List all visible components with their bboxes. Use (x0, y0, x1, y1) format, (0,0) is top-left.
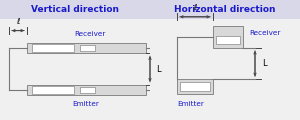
Bar (80, 87, 94, 93)
Bar (216, 36, 240, 44)
Text: Receiver: Receiver (74, 31, 106, 37)
Bar (32, 44, 74, 52)
Text: Receiver: Receiver (249, 30, 280, 36)
Bar (80, 45, 94, 51)
Text: L: L (262, 59, 267, 68)
Bar (150, 0, 300, 19)
Bar (32, 86, 74, 94)
Bar (0, 0, 150, 19)
Text: Horizontal direction: Horizontal direction (174, 5, 276, 14)
Text: Emitter: Emitter (177, 101, 204, 107)
Text: ℓ: ℓ (193, 3, 197, 12)
Bar (27, 43, 146, 53)
Text: Vertical direction: Vertical direction (31, 5, 119, 14)
Bar (180, 82, 210, 91)
Text: ℓ: ℓ (16, 17, 20, 26)
Bar (177, 79, 213, 94)
Bar (213, 26, 243, 48)
Text: L: L (156, 65, 160, 73)
Bar (27, 85, 146, 95)
Text: Emitter: Emitter (72, 101, 99, 107)
